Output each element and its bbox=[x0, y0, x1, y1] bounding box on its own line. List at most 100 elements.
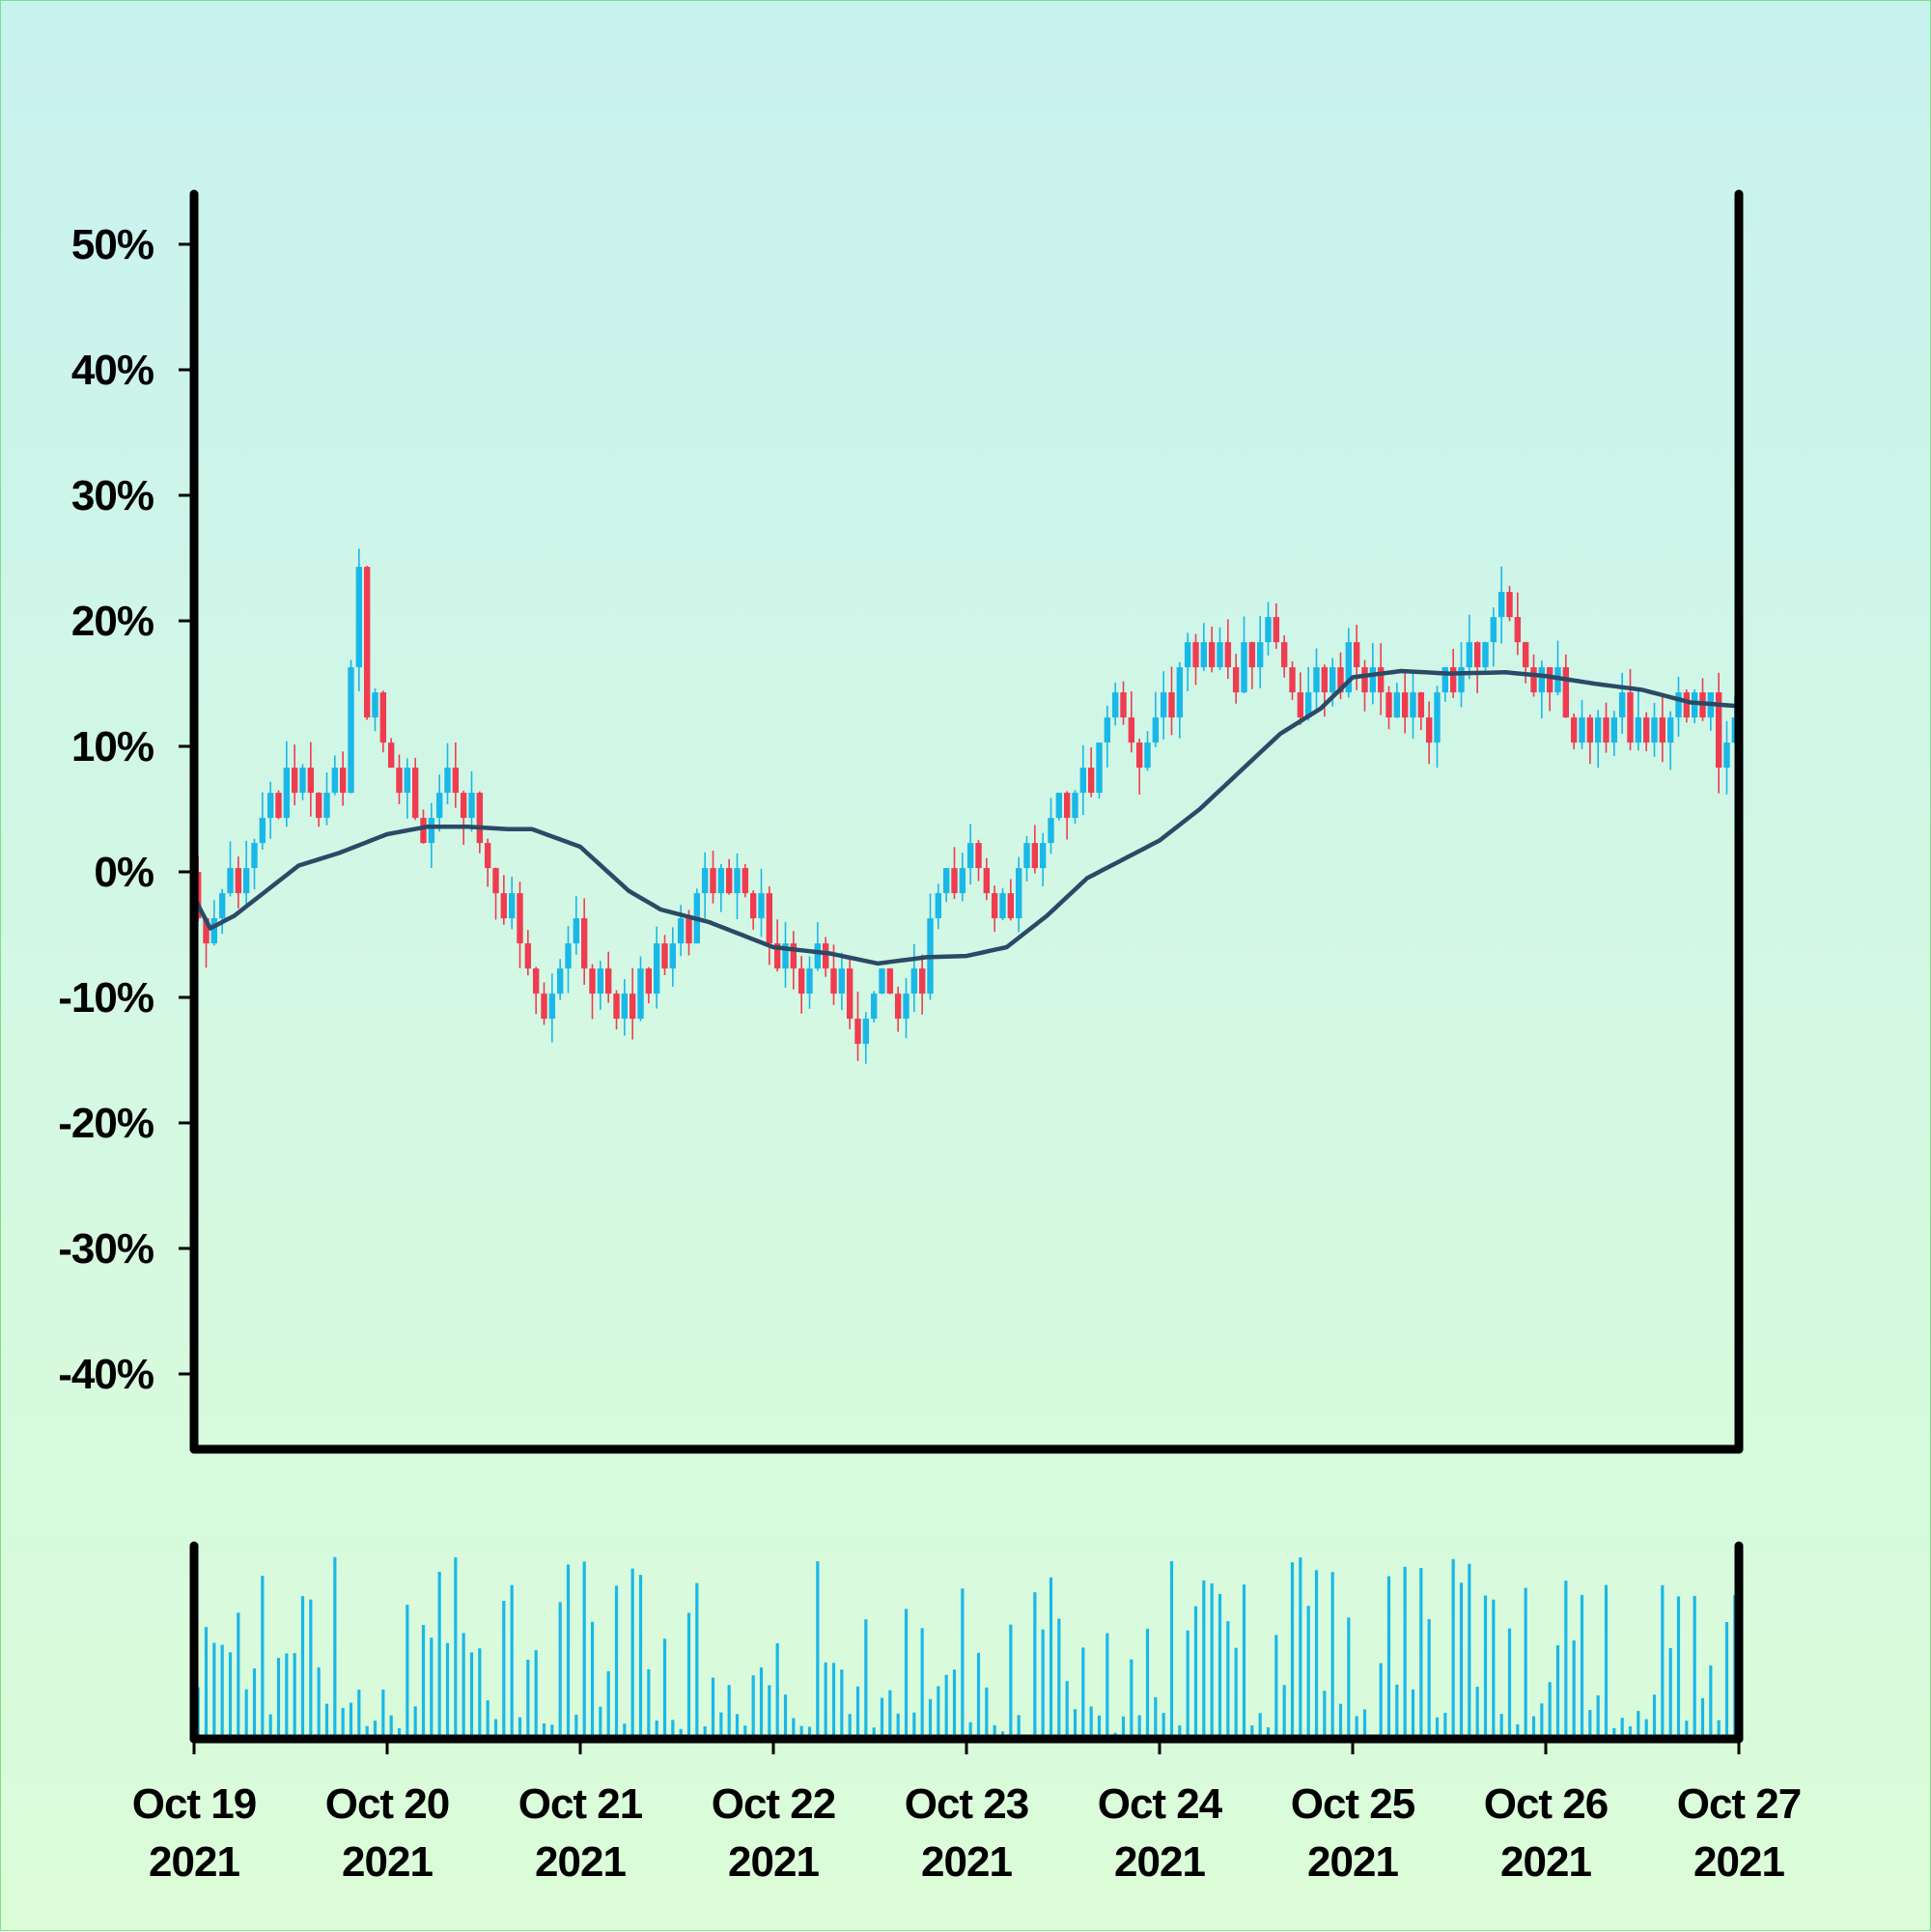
candle-body bbox=[1120, 692, 1127, 718]
candle-body bbox=[870, 994, 878, 1020]
volume-bar bbox=[1121, 1716, 1126, 1739]
volume-bar bbox=[1338, 1703, 1343, 1739]
volume-bar bbox=[493, 1719, 498, 1739]
candle-body bbox=[1586, 717, 1594, 743]
volume-bar bbox=[1105, 1633, 1109, 1739]
candle-body bbox=[1506, 592, 1513, 618]
volume-bar bbox=[1524, 1587, 1527, 1739]
volume-bar bbox=[655, 1721, 658, 1739]
candle-body bbox=[1369, 667, 1377, 693]
candle-body bbox=[1039, 843, 1047, 869]
volume-bar bbox=[792, 1718, 796, 1739]
y-tick-label: -20% bbox=[58, 1100, 154, 1147]
candle-body bbox=[1434, 692, 1441, 743]
candle-body bbox=[629, 994, 636, 1020]
candle-body bbox=[404, 768, 411, 794]
volume-bar bbox=[912, 1712, 916, 1739]
volume-bar bbox=[1193, 1606, 1198, 1739]
candle-body bbox=[1224, 642, 1232, 668]
volume-bar bbox=[261, 1575, 265, 1739]
volume-bar bbox=[614, 1585, 619, 1739]
volume-bar bbox=[309, 1599, 313, 1739]
x-tick-label: Oct 27 bbox=[1677, 1780, 1802, 1828]
volume-bar bbox=[1009, 1624, 1013, 1739]
volume-bar bbox=[1049, 1577, 1053, 1739]
candle-body bbox=[460, 793, 467, 819]
y-tick-label: 10% bbox=[71, 723, 154, 770]
volume-bar bbox=[638, 1575, 643, 1739]
volume-bar bbox=[1483, 1595, 1488, 1739]
x-tick-label-year: 2021 bbox=[728, 1838, 819, 1886]
x-tick-label-year: 2021 bbox=[149, 1838, 239, 1886]
volume-bar bbox=[985, 1687, 989, 1739]
candle-body bbox=[348, 667, 354, 794]
volume-bar bbox=[872, 1727, 876, 1739]
volume-bar bbox=[1226, 1621, 1230, 1739]
candle-body bbox=[363, 567, 371, 718]
candle-body bbox=[1385, 692, 1392, 718]
candle-body bbox=[1031, 843, 1039, 869]
candle-body bbox=[1594, 717, 1602, 743]
candle-body bbox=[1248, 642, 1256, 668]
candle-body bbox=[1273, 617, 1280, 643]
volume-bar bbox=[1685, 1721, 1689, 1739]
volume-bar bbox=[478, 1648, 482, 1739]
volume-bar bbox=[1186, 1630, 1189, 1739]
candle-body bbox=[1522, 642, 1529, 668]
candle-body bbox=[331, 768, 339, 794]
candle-body bbox=[1666, 717, 1674, 743]
candle-body bbox=[589, 968, 596, 994]
volume-bar bbox=[1628, 1725, 1633, 1739]
volume-bar bbox=[212, 1642, 216, 1739]
volume-bar bbox=[324, 1703, 329, 1739]
candle-body bbox=[773, 943, 781, 969]
candle-body bbox=[894, 994, 902, 1020]
candle-body bbox=[862, 1019, 870, 1045]
candle-body bbox=[686, 918, 692, 944]
volume-bar bbox=[421, 1625, 426, 1739]
y-tick-label: 30% bbox=[71, 472, 154, 519]
candle-body bbox=[597, 968, 604, 994]
volume-bar bbox=[518, 1717, 522, 1739]
volume-bar bbox=[1169, 1560, 1174, 1739]
volume-bar bbox=[430, 1638, 434, 1739]
candle-body bbox=[476, 793, 484, 844]
volume-bar bbox=[317, 1666, 321, 1739]
candle-body bbox=[1087, 768, 1095, 794]
volume-bar bbox=[1612, 1727, 1616, 1739]
volume-bar bbox=[469, 1652, 474, 1739]
volume-bar bbox=[952, 1669, 957, 1739]
candle-body bbox=[1618, 692, 1626, 718]
volume-bar bbox=[1306, 1606, 1310, 1739]
volume-bar bbox=[1266, 1727, 1271, 1739]
candle-body bbox=[291, 768, 298, 794]
moving-average-line bbox=[191, 668, 1740, 966]
y-tick-label: -10% bbox=[58, 974, 154, 1022]
candle-body bbox=[524, 943, 532, 969]
candle-body bbox=[1184, 642, 1191, 668]
volume-bar bbox=[1427, 1618, 1431, 1739]
volume-bar bbox=[1564, 1581, 1568, 1739]
volume-bar bbox=[526, 1659, 530, 1739]
candle-body bbox=[983, 868, 991, 894]
candle-body bbox=[452, 768, 460, 794]
candle-body bbox=[1514, 617, 1522, 643]
candle-body bbox=[573, 918, 580, 944]
y-tick-label: 40% bbox=[71, 347, 154, 394]
volume-bar bbox=[1362, 1709, 1367, 1739]
candle-body bbox=[315, 793, 322, 819]
volume-bar bbox=[824, 1662, 827, 1739]
volume-bar bbox=[1282, 1685, 1286, 1739]
volume-bar bbox=[1210, 1582, 1214, 1739]
candle-body bbox=[621, 994, 629, 1020]
candle-body bbox=[210, 918, 218, 944]
volume-bar bbox=[1459, 1582, 1464, 1739]
volume-bar bbox=[671, 1720, 675, 1739]
candle-body bbox=[218, 893, 226, 919]
candle-body bbox=[991, 893, 998, 919]
candle-body bbox=[1007, 893, 1015, 919]
volume-bar bbox=[566, 1564, 571, 1739]
candle-body bbox=[1055, 793, 1063, 819]
candle-body bbox=[1715, 692, 1722, 769]
volume-bar bbox=[831, 1663, 836, 1739]
